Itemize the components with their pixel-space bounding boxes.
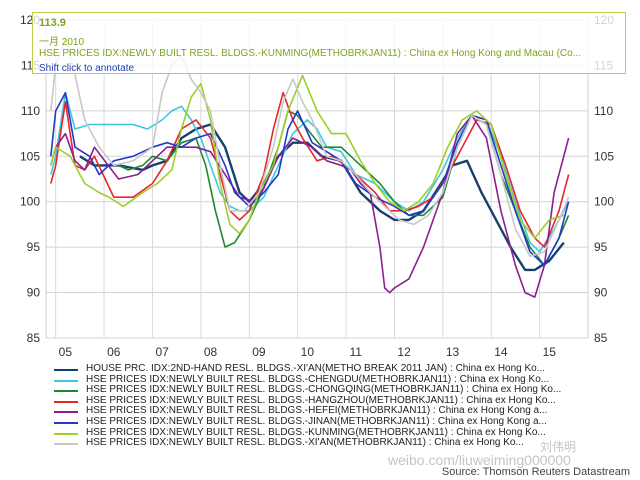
y-tick-label-right: 85 [594,331,608,345]
watermark-url: weibo.com/liuweiming000000 [388,452,571,468]
x-tick-label: 07 [155,345,169,359]
x-tick-label: 09 [252,345,266,359]
legend-item[interactable]: HSE PRICES IDX:NEWLY BUILT RESL. BLDGS.-… [54,373,614,386]
legend-label: HOUSE PRC. IDX:2ND-HAND RESL. BLDGS.-XI'… [86,363,546,374]
source-note: Source: Thomson Reuters Datastream [441,466,630,478]
legend-item[interactable]: HSE PRICES IDX:NEWLY BUILT RESL. BLDGS.-… [54,437,614,449]
y-tick-label-left: 85 [27,331,41,345]
legend-item[interactable]: HSE PRICES IDX:NEWLY BUILT RESL. BLDGS.-… [54,394,614,407]
legend-label: HSE PRICES IDX:NEWLY BUILT RESL. BLDGS.-… [86,394,556,406]
x-tick-label: 11 [349,345,362,359]
legend-swatch [54,400,78,403]
legend-swatch [54,421,78,424]
y-tick-label-right: 95 [594,240,608,254]
legend-item[interactable]: HSE PRICES IDX:NEWLY BUILT RESL. BLDGS.-… [54,405,614,417]
x-tick-label: 14 [494,345,508,359]
y-tick-label-left: 110 [21,104,40,118]
x-tick-label: 05 [59,345,73,359]
series-line [50,74,565,239]
series-line [50,37,570,258]
x-tick-label: 13 [446,345,460,359]
y-tick-label-left: 100 [20,195,40,209]
legend-swatch [54,390,78,393]
legend-label: HSE PRICES IDX:NEWLY BUILT RESL. BLDGS.-… [86,437,524,449]
x-tick-label: 06 [107,345,121,359]
y-tick-label-left: 105 [20,149,40,163]
x-tick-label: 08 [204,345,218,359]
legend-swatch [54,432,78,435]
series-line [50,91,570,267]
y-tick-label-left: 90 [27,286,41,300]
legend-swatch [54,369,78,371]
legend-label: HSE PRICES IDX:NEWLY BUILT RESL. BLDGS.-… [86,415,547,427]
series-layer [50,37,570,298]
tooltip-hint[interactable]: Shift click to annotate [39,63,135,74]
legend-item[interactable]: HSE PRICES IDX:NEWLY BUILT RESL. BLDGS.-… [54,384,614,396]
series-line [50,114,570,298]
y-tick-label-right: 100 [594,195,614,209]
legend-item[interactable]: HSE PRICES IDX:NEWLY BUILT RESL. BLDGS.-… [54,426,614,439]
y-tick-label-left: 95 [27,240,41,254]
chart-legend: HOUSE PRC. IDX:2ND-HAND RESL. BLDGS.-XI'… [54,363,614,449]
legend-item[interactable]: HSE PRICES IDX:NEWLY BUILT RESL. BLDGS.-… [54,415,614,428]
legend-label: HSE PRICES IDX:NEWLY BUILT RESL. BLDGS.-… [86,426,546,438]
tooltip-series-name: HSE PRICES IDX:NEWLY BUILT RESL. BLDGS.-… [39,48,582,59]
y-tick-label-right: 90 [594,286,608,300]
watermark-name: 刘伟明 [540,440,577,454]
legend-swatch [54,379,78,382]
axis-layer: 8585909095951001001051051101101151151201… [20,13,614,359]
tooltip-value: 113.9 [39,17,66,29]
legend-label: HSE PRICES IDX:NEWLY BUILT RESL. BLDGS.-… [86,384,562,396]
y-tick-label-right: 110 [594,104,613,118]
legend-label: HSE PRICES IDX:NEWLY BUILT RESL. BLDGS.-… [86,373,550,385]
x-tick-label: 12 [397,345,411,359]
legend-swatch [54,443,78,446]
legend-label: HSE PRICES IDX:NEWLY BUILT RESL. BLDGS.-… [86,405,548,417]
x-tick-label: 15 [543,345,557,359]
y-tick-label-right: 105 [594,149,614,163]
x-tick-label: 10 [301,345,315,359]
hover-tooltip: 113.9 一月 2010 HSE PRICES IDX:NEWLY BUILT… [32,12,626,74]
legend-item[interactable]: HOUSE PRC. IDX:2ND-HAND RESL. BLDGS.-XI'… [54,363,614,375]
tooltip-date: 一月 2010 [39,37,85,48]
legend-swatch [54,411,78,414]
